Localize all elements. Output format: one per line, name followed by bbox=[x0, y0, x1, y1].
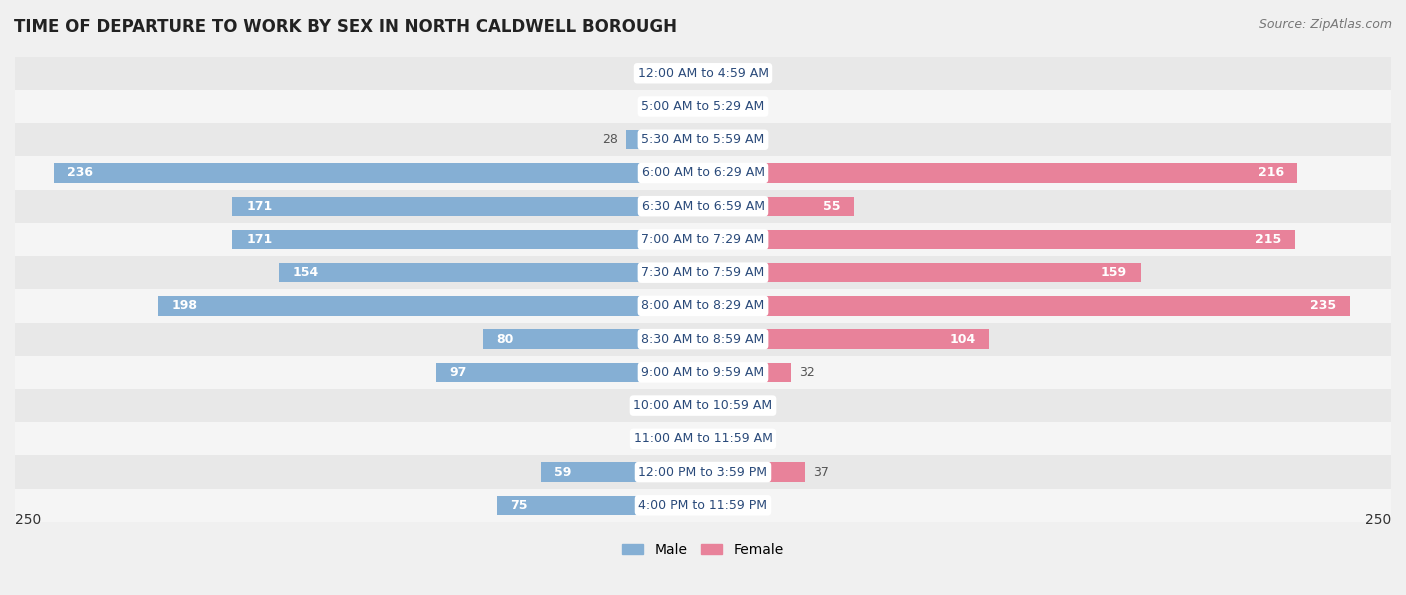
Text: 5:30 AM to 5:59 AM: 5:30 AM to 5:59 AM bbox=[641, 133, 765, 146]
Text: 6:00 AM to 6:29 AM: 6:00 AM to 6:29 AM bbox=[641, 167, 765, 180]
Bar bbox=[15, 90, 1391, 123]
Bar bbox=[232, 230, 703, 249]
Bar bbox=[703, 196, 855, 216]
Text: 4:00 PM to 11:59 PM: 4:00 PM to 11:59 PM bbox=[638, 499, 768, 512]
Bar bbox=[15, 356, 1391, 389]
Text: 59: 59 bbox=[554, 465, 572, 478]
Text: 171: 171 bbox=[246, 200, 273, 212]
Text: 12:00 AM to 4:59 AM: 12:00 AM to 4:59 AM bbox=[637, 67, 769, 80]
Bar bbox=[626, 130, 703, 149]
Text: 14: 14 bbox=[749, 433, 765, 445]
Text: 12:00 PM to 3:59 PM: 12:00 PM to 3:59 PM bbox=[638, 465, 768, 478]
Text: 104: 104 bbox=[949, 333, 976, 346]
Text: 159: 159 bbox=[1101, 266, 1126, 279]
Text: 11:00 AM to 11:59 AM: 11:00 AM to 11:59 AM bbox=[634, 433, 772, 445]
Text: 0: 0 bbox=[709, 100, 717, 113]
Legend: Male, Female: Male, Female bbox=[623, 543, 783, 557]
Bar bbox=[53, 164, 703, 183]
Bar bbox=[15, 256, 1391, 289]
Bar bbox=[668, 396, 703, 415]
Bar bbox=[703, 164, 1298, 183]
Text: 80: 80 bbox=[496, 333, 515, 346]
Text: 0: 0 bbox=[709, 133, 717, 146]
Text: 216: 216 bbox=[1257, 167, 1284, 180]
Bar bbox=[703, 230, 1295, 249]
Text: 32: 32 bbox=[800, 366, 815, 379]
Text: 250: 250 bbox=[15, 513, 41, 527]
Bar bbox=[15, 223, 1391, 256]
Text: 171: 171 bbox=[246, 233, 273, 246]
Bar bbox=[15, 322, 1391, 356]
Text: 75: 75 bbox=[510, 499, 527, 512]
Bar bbox=[15, 190, 1391, 223]
Text: 235: 235 bbox=[1310, 299, 1336, 312]
Text: 55: 55 bbox=[823, 200, 841, 212]
Text: 0: 0 bbox=[709, 67, 717, 80]
Bar bbox=[482, 330, 703, 349]
Bar bbox=[15, 422, 1391, 455]
Bar bbox=[15, 156, 1391, 190]
Text: 37: 37 bbox=[813, 465, 830, 478]
Text: 16: 16 bbox=[636, 67, 651, 80]
Text: 9:00 AM to 9:59 AM: 9:00 AM to 9:59 AM bbox=[641, 366, 765, 379]
Bar bbox=[659, 64, 703, 83]
Bar bbox=[496, 496, 703, 515]
Bar bbox=[15, 455, 1391, 488]
Bar bbox=[703, 462, 804, 482]
Bar bbox=[15, 488, 1391, 522]
Text: 6:30 AM to 6:59 AM: 6:30 AM to 6:59 AM bbox=[641, 200, 765, 212]
Text: 215: 215 bbox=[1254, 233, 1281, 246]
Text: 8:30 AM to 8:59 AM: 8:30 AM to 8:59 AM bbox=[641, 333, 765, 346]
Text: 236: 236 bbox=[67, 167, 93, 180]
Bar bbox=[703, 296, 1350, 315]
Bar bbox=[703, 263, 1140, 282]
Text: 0: 0 bbox=[709, 499, 717, 512]
Bar bbox=[15, 57, 1391, 90]
Text: 0: 0 bbox=[709, 399, 717, 412]
Bar bbox=[15, 289, 1391, 322]
Text: 10:00 AM to 10:59 AM: 10:00 AM to 10:59 AM bbox=[634, 399, 772, 412]
Bar bbox=[15, 123, 1391, 156]
Text: Source: ZipAtlas.com: Source: ZipAtlas.com bbox=[1258, 18, 1392, 31]
Bar bbox=[15, 389, 1391, 422]
Text: 250: 250 bbox=[1365, 513, 1391, 527]
Text: 154: 154 bbox=[292, 266, 319, 279]
Bar bbox=[703, 429, 741, 449]
Bar bbox=[157, 296, 703, 315]
Text: 5:00 AM to 5:29 AM: 5:00 AM to 5:29 AM bbox=[641, 100, 765, 113]
Text: 7:30 AM to 7:59 AM: 7:30 AM to 7:59 AM bbox=[641, 266, 765, 279]
Bar bbox=[232, 196, 703, 216]
Text: 0: 0 bbox=[689, 100, 697, 113]
Text: 13: 13 bbox=[643, 399, 659, 412]
Text: TIME OF DEPARTURE TO WORK BY SEX IN NORTH CALDWELL BOROUGH: TIME OF DEPARTURE TO WORK BY SEX IN NORT… bbox=[14, 18, 678, 36]
Text: 0: 0 bbox=[689, 433, 697, 445]
Bar bbox=[280, 263, 703, 282]
Bar bbox=[703, 330, 990, 349]
Text: 28: 28 bbox=[602, 133, 617, 146]
Text: 7:00 AM to 7:29 AM: 7:00 AM to 7:29 AM bbox=[641, 233, 765, 246]
Bar bbox=[541, 462, 703, 482]
Bar bbox=[436, 363, 703, 382]
Bar bbox=[703, 363, 792, 382]
Text: 198: 198 bbox=[172, 299, 198, 312]
Text: 97: 97 bbox=[450, 366, 467, 379]
Text: 8:00 AM to 8:29 AM: 8:00 AM to 8:29 AM bbox=[641, 299, 765, 312]
